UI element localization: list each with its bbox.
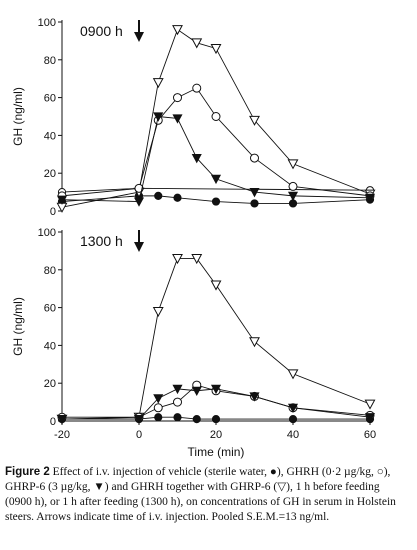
data-point: [152, 306, 164, 318]
y-axis-label: GH (ng/ml): [11, 87, 25, 146]
data-point: [250, 199, 259, 208]
data-point: [172, 25, 183, 36]
data-point: [56, 195, 68, 205]
figure-label: Figure 2: [5, 466, 50, 478]
data-point: [364, 399, 376, 410]
series-filled-triangle-down: [56, 384, 376, 425]
data-point: [191, 154, 202, 164]
caption-text: Effect of i.v. injection of vehicle (ste…: [5, 466, 396, 523]
y-tick-label: 80: [44, 265, 56, 277]
data-point: [249, 392, 260, 402]
data-point: [287, 403, 299, 414]
injection-arrow-head: [134, 32, 144, 42]
y-tick-label: 60: [44, 303, 56, 315]
figure-caption: Figure 2 Effect of i.v. injection of veh…: [5, 465, 407, 525]
data-point: [288, 181, 298, 191]
y-tick-label: 20: [44, 378, 56, 390]
data-point: [287, 369, 299, 380]
data-point: [172, 254, 183, 265]
y-tick-label: 100: [38, 227, 56, 239]
data-point: [364, 193, 376, 204]
y-tick-label: 40: [44, 340, 56, 352]
series-open-circle: [57, 83, 375, 201]
series-open-triangle-down: [56, 254, 376, 425]
data-point: [153, 403, 163, 413]
series-filled-triangle-down: [56, 112, 376, 207]
data-point: [192, 415, 201, 424]
y-tick-label: 0: [50, 206, 56, 218]
y-tick-label: 80: [44, 55, 56, 67]
x-tick-label: 20: [210, 429, 222, 441]
data-point: [210, 44, 222, 55]
data-point: [191, 38, 203, 49]
injection-arrow-head: [134, 242, 144, 252]
y-tick-label: 100: [38, 17, 56, 29]
series-filled-circle: [57, 191, 375, 208]
x-tick-label: 0: [136, 429, 142, 441]
panel-1: 0 20 40 60 80 100 GH (ng/ml) 0900 h: [11, 17, 376, 218]
data-point: [154, 413, 163, 422]
data-point: [172, 114, 183, 124]
data-point: [153, 112, 164, 122]
panel-label: 1300 h: [80, 233, 123, 249]
data-point: [211, 112, 221, 121]
data-point: [173, 397, 182, 407]
data-point: [192, 83, 202, 93]
data-point: [287, 191, 299, 202]
data-point: [56, 415, 68, 425]
x-tick-label: 40: [287, 429, 299, 441]
panel-label: 0900 h: [80, 23, 123, 39]
data-point: [250, 153, 259, 163]
data-point: [249, 337, 260, 348]
data-point: [133, 197, 145, 207]
data-point: [288, 415, 298, 424]
data-point: [173, 193, 182, 202]
y-axis-label: GH (ng/ml): [11, 297, 25, 356]
data-point: [134, 183, 144, 193]
data-point: [364, 413, 376, 423]
y-tick-label: 60: [44, 93, 56, 105]
data-point: [210, 174, 222, 185]
data-point: [249, 115, 260, 126]
y-tick-label: 40: [44, 130, 56, 142]
data-point: [172, 384, 183, 395]
data-point: [191, 386, 202, 397]
data-point: [154, 191, 163, 200]
data-point: [133, 415, 145, 425]
data-point: [211, 415, 221, 424]
figure-chart: 0 20 40 60 80 100 GH (ng/ml) 0900 h 0 20 40 60 80 100…: [11, 17, 376, 459]
data-point: [191, 254, 203, 265]
y-tick-label: 20: [44, 168, 56, 180]
x-axis-label: Time (min): [188, 445, 245, 459]
data-point: [153, 394, 164, 404]
data-point: [249, 188, 260, 198]
y-tick-label: 0: [50, 416, 56, 428]
data-point: [210, 280, 222, 291]
data-point: [152, 78, 164, 89]
data-point: [173, 413, 182, 422]
data-point: [211, 197, 221, 206]
x-tick-label: 60: [364, 429, 376, 441]
data-point: [173, 93, 182, 103]
series-open-triangle-down: [56, 25, 376, 213]
data-point: [210, 384, 222, 395]
x-tick-label: -20: [54, 429, 70, 441]
data-point: [287, 159, 299, 170]
